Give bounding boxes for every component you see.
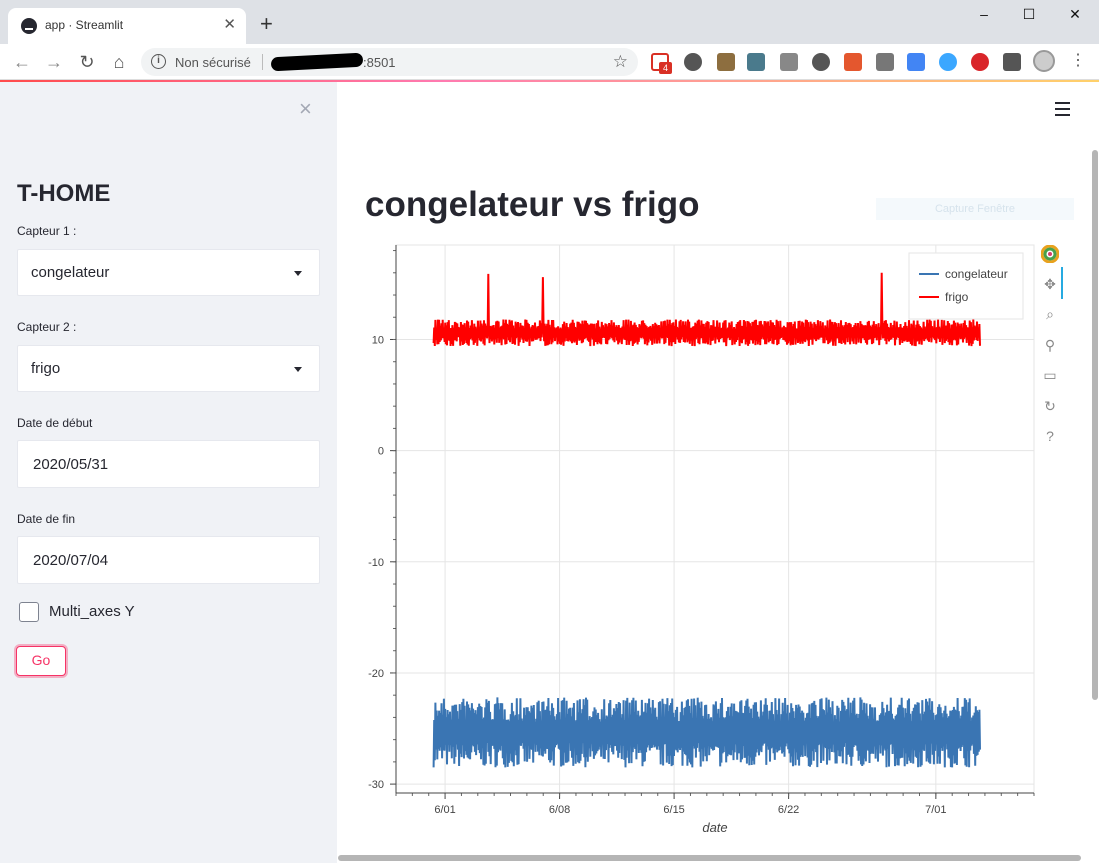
maximize-button[interactable]: ☐ bbox=[1022, 6, 1036, 22]
pan-tool-icon[interactable]: ✥ bbox=[1044, 276, 1056, 292]
caret-down-icon bbox=[294, 271, 302, 276]
y-tick-label: 10 bbox=[372, 334, 384, 346]
info-icon[interactable]: i bbox=[151, 54, 166, 69]
x-tick-label: 6/01 bbox=[434, 804, 455, 816]
bookmark-star-icon[interactable]: ☆ bbox=[612, 52, 628, 71]
date-fin-label: Date de fin bbox=[17, 512, 76, 526]
address-bar[interactable]: i Non sécurisé :8501 ☆ bbox=[141, 48, 638, 76]
chart[interactable]: 6/01 6/08 6/15 6/22 7/01 10 0 -10 -20 -30 date cong… bbox=[337, 230, 1077, 845]
extension-window-icon[interactable] bbox=[747, 53, 765, 71]
series-line-congelateur bbox=[432, 697, 981, 768]
extension-bulb-icon[interactable] bbox=[684, 53, 702, 71]
close-window-button[interactable]: ✕ bbox=[1069, 6, 1081, 22]
legend-box bbox=[908, 252, 1024, 320]
legend-label: congelateur bbox=[945, 267, 1008, 281]
vertical-scrollbar[interactable] bbox=[1092, 150, 1098, 700]
browser-tab-bar: app · Streamlit ✕ + – ☐ ✕ bbox=[0, 0, 1099, 44]
box-zoom-icon[interactable]: ⌕ bbox=[1046, 306, 1054, 322]
browser-toolbar: ← → ↻ ⌂ i Non sécurisé :8501 ☆ 4 ⋮ bbox=[0, 44, 1099, 80]
hamburger-menu-icon[interactable] bbox=[1055, 102, 1070, 120]
y-tick-label: -20 bbox=[368, 668, 384, 680]
multi-axes-checkbox[interactable] bbox=[19, 602, 39, 622]
adblock-extension-icon[interactable] bbox=[971, 53, 989, 71]
sidebar: × T-HOME Capteur 1 : congelateur Capteur… bbox=[0, 82, 337, 863]
redacted-host bbox=[270, 52, 364, 72]
extension-e-icon[interactable] bbox=[812, 53, 830, 71]
x-tick-label: 7/01 bbox=[925, 804, 946, 816]
legend-label: frigo bbox=[945, 290, 969, 304]
browser-tab[interactable]: app · Streamlit ✕ bbox=[8, 8, 246, 44]
caret-down-icon bbox=[294, 367, 302, 372]
capteur1-value: congelateur bbox=[31, 264, 110, 281]
capture-window-button[interactable]: Capture Fenêtre bbox=[876, 198, 1074, 220]
x-tick-label: 6/22 bbox=[778, 804, 799, 816]
date-debut-value: 2020/05/31 bbox=[33, 456, 109, 473]
y-tick-label: 0 bbox=[378, 446, 384, 458]
wheel-zoom-icon[interactable]: ⚲ bbox=[1044, 337, 1056, 353]
drive-extension-icon[interactable] bbox=[780, 53, 798, 71]
extension-audio-icon[interactable] bbox=[844, 53, 862, 71]
new-tab-button[interactable]: + bbox=[260, 11, 273, 36]
date-debut-input[interactable]: 2020/05/31 bbox=[17, 440, 320, 488]
sidebar-close-icon[interactable]: × bbox=[299, 96, 312, 121]
url-port: :8501 bbox=[363, 55, 396, 70]
horizontal-scrollbar[interactable] bbox=[338, 855, 1081, 861]
streamlit-favicon-icon bbox=[21, 18, 37, 34]
y-tick-label: -30 bbox=[368, 779, 384, 791]
capteur1-select[interactable]: congelateur bbox=[17, 249, 320, 296]
save-icon[interactable]: ▭ bbox=[1043, 367, 1057, 383]
multi-axes-label: Multi_axes Y bbox=[49, 603, 135, 620]
profile-avatar-icon[interactable] bbox=[1033, 50, 1055, 72]
mail-extension-icon[interactable] bbox=[876, 53, 894, 71]
heart-extension-icon[interactable] bbox=[939, 53, 957, 71]
date-fin-value: 2020/07/04 bbox=[33, 552, 109, 569]
extension-palette-icon[interactable] bbox=[717, 53, 735, 71]
x-tick-label: 6/15 bbox=[663, 804, 684, 816]
tab-title: app · Streamlit bbox=[45, 18, 124, 32]
y-tick-label: -10 bbox=[368, 557, 384, 569]
x-axis-label: date bbox=[702, 820, 727, 835]
forward-arrow-icon[interactable]: → bbox=[45, 52, 63, 72]
page-title: congelateur vs frigo bbox=[365, 185, 700, 224]
active-tool-indicator bbox=[1061, 267, 1063, 299]
app-decoration-bar bbox=[0, 80, 1099, 82]
go-button[interactable]: Go bbox=[16, 646, 66, 676]
back-arrow-icon[interactable]: ← bbox=[13, 52, 31, 72]
capteur2-label: Capteur 2 : bbox=[17, 320, 77, 334]
bokeh-logo-icon[interactable] bbox=[1040, 244, 1060, 264]
series-line-frigo bbox=[432, 272, 981, 347]
x-tick-label: 6/08 bbox=[549, 804, 570, 816]
address-separator bbox=[262, 54, 263, 70]
minimize-button[interactable]: – bbox=[980, 6, 988, 22]
date-fin-input[interactable]: 2020/07/04 bbox=[17, 536, 320, 584]
help-icon[interactable]: ? bbox=[1046, 428, 1054, 444]
capteur1-label: Capteur 1 : bbox=[17, 224, 77, 238]
date-debut-label: Date de début bbox=[17, 416, 93, 430]
reload-icon[interactable]: ↻ bbox=[79, 52, 95, 72]
extensions-puzzle-icon[interactable] bbox=[1003, 53, 1021, 71]
capteur2-select[interactable]: frigo bbox=[17, 345, 320, 392]
gmail-badge: 4 bbox=[659, 62, 672, 74]
translate-extension-icon[interactable] bbox=[907, 53, 925, 71]
capteur2-value: frigo bbox=[31, 360, 61, 377]
sidebar-title: T-HOME bbox=[17, 180, 111, 207]
reset-icon[interactable]: ↻ bbox=[1044, 398, 1056, 414]
browser-menu-icon[interactable]: ⋮ bbox=[1070, 52, 1086, 69]
home-icon[interactable]: ⌂ bbox=[113, 52, 125, 72]
tab-close-icon[interactable]: ✕ bbox=[223, 16, 236, 33]
security-label: Non sécurisé bbox=[175, 55, 251, 70]
